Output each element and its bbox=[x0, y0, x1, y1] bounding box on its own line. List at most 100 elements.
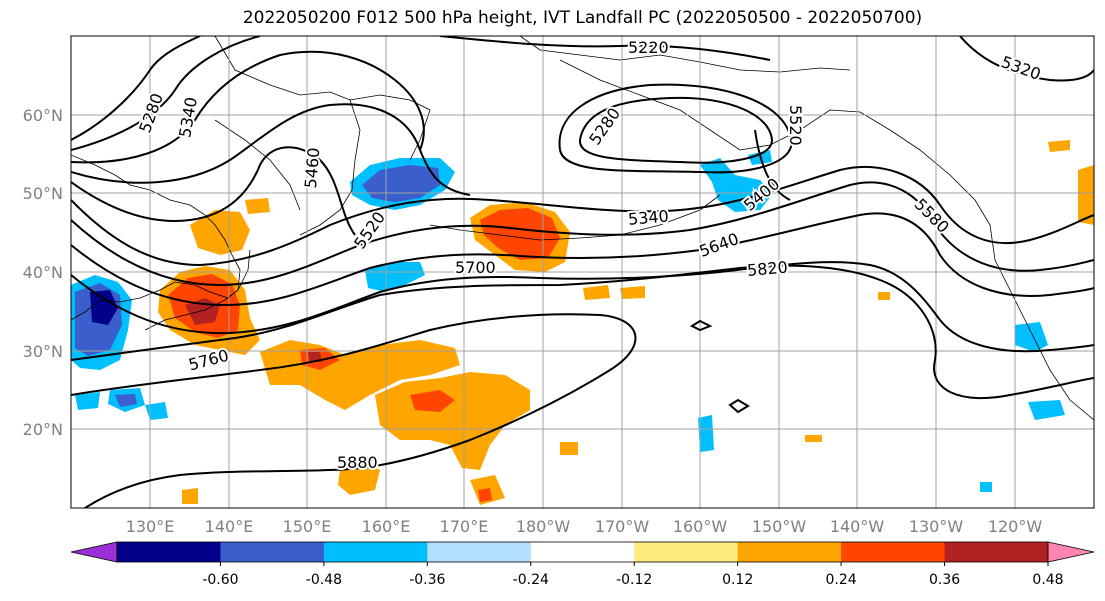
lon-label: 160°W bbox=[673, 517, 728, 536]
lon-label: 150°E bbox=[283, 517, 332, 536]
colorbar: -0.60 -0.48 -0.36 -0.24 -0.12 0.12 0.24 0.36 0.4… bbox=[70, 541, 1095, 588]
gridlines bbox=[71, 36, 1094, 508]
contour-5640 bbox=[71, 181, 1094, 287]
colorbar-segment bbox=[323, 542, 428, 562]
contour-5400-east bbox=[754, 129, 791, 201]
contour-5220 bbox=[439, 36, 771, 61]
positive-anomaly-small-5 bbox=[560, 442, 578, 455]
lat-label: 20°N bbox=[23, 420, 63, 439]
colorbar-tick-label: 0.48 bbox=[1032, 572, 1063, 588]
negative-anomaly-hawaii bbox=[698, 415, 714, 452]
negative-anomaly-east-2 bbox=[1028, 400, 1065, 420]
positive-anomaly-subtropic-2-red bbox=[410, 390, 455, 412]
colorbar-segment bbox=[944, 542, 1049, 562]
positive-anomaly-sakhalin bbox=[245, 198, 270, 214]
lon-label: 140°W bbox=[830, 517, 885, 536]
positive-anomaly-small-6 bbox=[583, 285, 610, 300]
positive-anomaly-small-7 bbox=[620, 286, 645, 299]
coastline-aleutians bbox=[429, 194, 721, 241]
contour-label: 5700 bbox=[455, 258, 496, 277]
lon-label: 180°W bbox=[516, 517, 571, 536]
colorbar-tick-label: 0.12 bbox=[722, 572, 753, 588]
colorbar-tick-label: -0.60 bbox=[202, 572, 238, 588]
lon-label: 160°E bbox=[362, 517, 411, 536]
map-frame bbox=[70, 35, 1095, 509]
colorbar-over-extension bbox=[1047, 541, 1095, 563]
coastline-kamchatka bbox=[299, 99, 361, 236]
contour-5400-west bbox=[71, 50, 425, 164]
positive-anomaly-east-2 bbox=[1048, 140, 1070, 152]
lon-label: 130°E bbox=[126, 517, 175, 536]
contour-5820 bbox=[71, 264, 1094, 400]
coastline-alaska bbox=[559, 59, 1094, 421]
contour-5280-low bbox=[558, 83, 793, 174]
colorbar-segment bbox=[634, 542, 739, 562]
lon-label: 130°W bbox=[909, 517, 964, 536]
colorbar-segment bbox=[220, 542, 325, 562]
negative-anomaly-small-3 bbox=[980, 482, 992, 492]
contour-5320-east bbox=[959, 36, 1094, 82]
ivt-anomaly-shading bbox=[71, 140, 1094, 505]
colorbar-segment bbox=[737, 542, 842, 562]
contour-5460 bbox=[71, 103, 471, 196]
contour-5580 bbox=[71, 165, 1094, 267]
colorbar-segment bbox=[427, 542, 532, 562]
contour-high-small bbox=[689, 319, 713, 332]
contour-5320-low bbox=[578, 96, 774, 164]
contour-label: 5820 bbox=[746, 257, 788, 279]
colorbar-tick-label: -0.48 bbox=[306, 572, 342, 588]
latitude-labels: 60°N 50°N 40°N 30°N 20°N bbox=[23, 106, 63, 439]
negative-anomaly-east-1 bbox=[1015, 322, 1048, 352]
negative-anomaly-small-1 bbox=[145, 402, 168, 420]
negative-anomaly-west-2-core bbox=[115, 394, 137, 407]
positive-anomaly-east-3 bbox=[805, 435, 822, 442]
negative-anomaly-west-deep bbox=[90, 290, 118, 325]
lon-label: 120°W bbox=[988, 517, 1043, 536]
contour-5280-west bbox=[71, 36, 201, 141]
colorbar-ticks: -0.60 -0.48 -0.36 -0.24 -0.12 0.12 0.24 0.36 0.4… bbox=[202, 562, 1064, 588]
contour-label: 5220 bbox=[628, 38, 669, 57]
positive-anomaly-subtropic-1-deep bbox=[308, 352, 322, 362]
negative-anomaly-north-central bbox=[365, 262, 425, 292]
contour-5880 bbox=[71, 313, 637, 508]
contour-5700 bbox=[71, 212, 1094, 307]
lon-label: 150°W bbox=[752, 517, 807, 536]
contour-5340-west bbox=[71, 36, 261, 151]
longitude-labels: 130°E 140°E 150°E 160°E 170°E 180°W 170°… bbox=[126, 517, 1043, 536]
positive-anomaly-east-1 bbox=[1078, 165, 1094, 225]
contour-label: 5340 bbox=[627, 206, 669, 228]
colorbar-outline bbox=[116, 541, 1049, 563]
positive-anomaly-east-4 bbox=[878, 292, 890, 300]
height-contours bbox=[71, 36, 1094, 508]
colorbar-segment bbox=[530, 542, 635, 562]
colorbar-tick-label: -0.24 bbox=[513, 572, 549, 588]
positive-anomaly-subtropic-4-red bbox=[478, 488, 492, 502]
coastline-arctic bbox=[519, 36, 851, 73]
lat-label: 50°N bbox=[23, 184, 63, 203]
colorbar-segment bbox=[117, 542, 221, 562]
lat-label: 40°N bbox=[23, 263, 63, 282]
negative-anomaly-small-2 bbox=[75, 392, 100, 410]
colorbar-tick-label: 0.24 bbox=[826, 572, 857, 588]
contour-high-small-2 bbox=[728, 398, 750, 414]
colorbar-tick-label: 0.36 bbox=[929, 572, 960, 588]
lon-label: 170°W bbox=[595, 517, 650, 536]
contour-label: 5460 bbox=[301, 147, 323, 189]
contour-label: 5520 bbox=[786, 105, 805, 146]
colorbar-tick-label: -0.12 bbox=[616, 572, 652, 588]
colorbar-segments bbox=[70, 541, 1095, 563]
lat-label: 30°N bbox=[23, 342, 63, 361]
contour-label: 5880 bbox=[337, 453, 378, 472]
contour-5520 bbox=[71, 146, 356, 236]
colorbar-segment bbox=[841, 542, 946, 562]
positive-anomaly-central-red bbox=[480, 208, 560, 260]
lon-label: 170°E bbox=[440, 517, 489, 536]
coastline-asia bbox=[71, 154, 241, 321]
lon-label: 140°E bbox=[205, 517, 254, 536]
lat-label: 60°N bbox=[23, 106, 63, 125]
colorbar-under-extension bbox=[70, 541, 118, 563]
positive-anomaly-small-4 bbox=[182, 488, 198, 504]
coastline-siberia bbox=[214, 36, 431, 161]
